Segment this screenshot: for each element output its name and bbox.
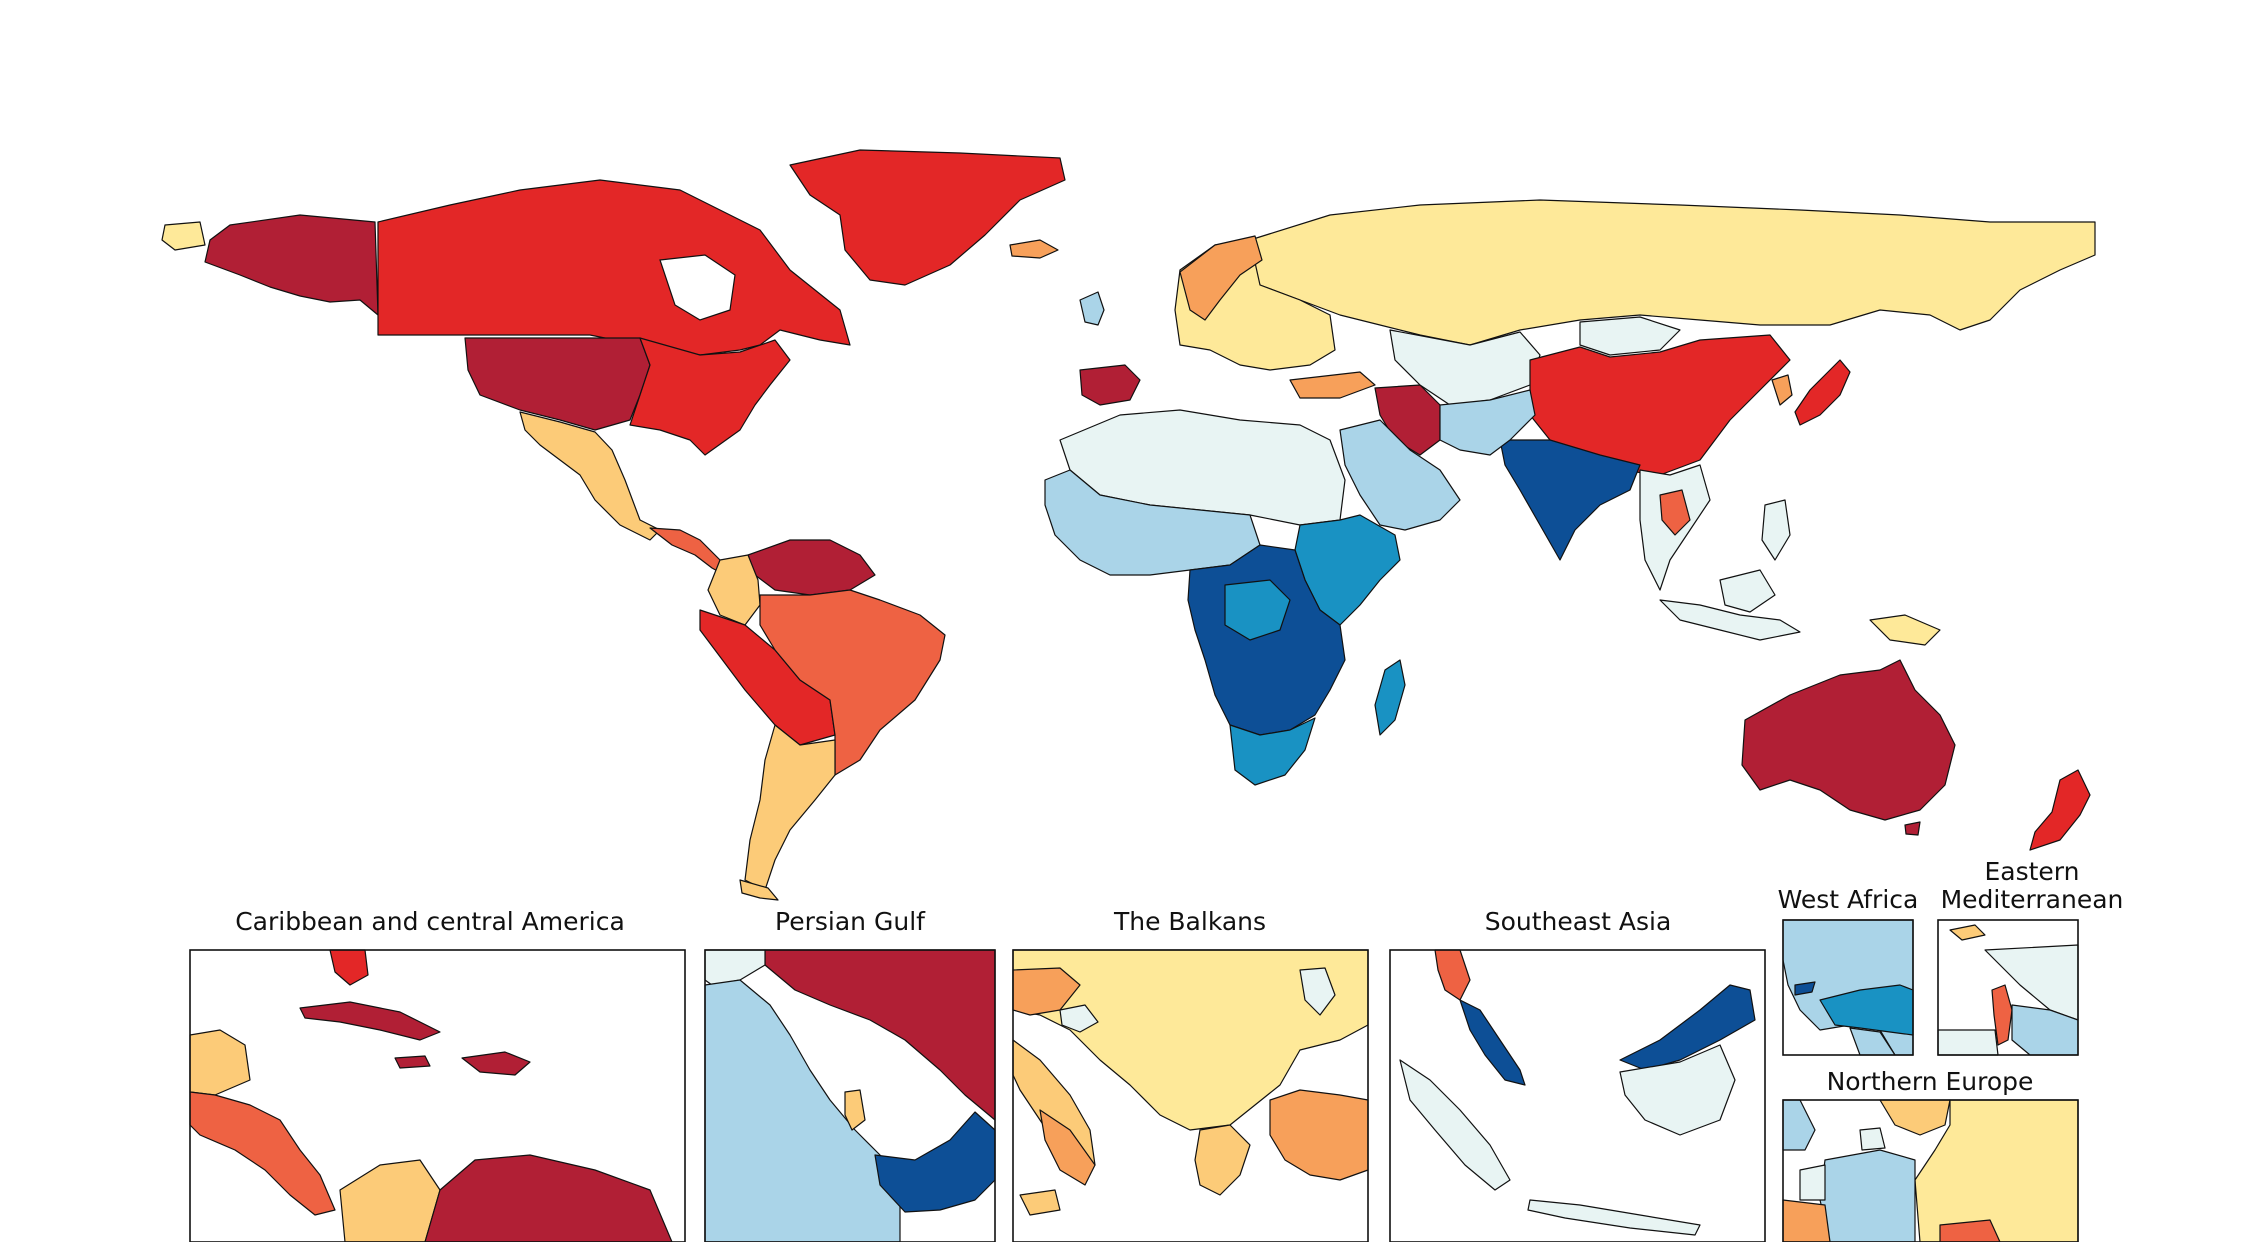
region-borneo — [1719, 569, 1776, 613]
region-india — [1499, 439, 1641, 561]
inset-persian-gulf: Persian Gulf — [704, 907, 996, 1242]
inset-southeast-asia: Southeast Asia — [1389, 907, 1766, 1242]
region-korea — [1771, 374, 1793, 406]
inset-balkans-slovenia — [1059, 1004, 1099, 1033]
inset-southeast-asia-label: Southeast Asia — [1485, 907, 1672, 936]
region-philippines — [1761, 499, 1791, 561]
region-japan — [1794, 359, 1851, 426]
inset-caribbean: Caribbean and central America — [189, 907, 686, 1242]
region-brazil — [759, 589, 946, 776]
region-colombia — [707, 554, 761, 626]
region-patagonia — [739, 879, 779, 901]
region-greenland — [789, 149, 1066, 286]
inset-eastern-med-cyprus — [1949, 924, 1986, 941]
region-new-zealand — [2029, 769, 2091, 851]
inset-northern-europe: Northern Europe — [1782, 1067, 2079, 1242]
inset-ne-france — [1782, 1199, 1831, 1242]
main-map — [161, 149, 2096, 901]
inset-balkans-moldova — [1299, 967, 1336, 1016]
region-tasmania — [1904, 821, 1921, 836]
inset-balkans-greece — [1194, 1124, 1251, 1196]
inset-balkans-mainland — [1012, 949, 1369, 1131]
region-iceland — [1009, 239, 1059, 259]
inset-eastern-med-label-line2: Mediterranean — [1941, 885, 2124, 914]
inset-northern-europe-label: Northern Europe — [1827, 1067, 2034, 1096]
region-central-asia — [1389, 329, 1541, 406]
region-iran — [1374, 384, 1441, 456]
inset-sea-malaysia-peninsula — [1459, 999, 1526, 1086]
region-central-africa — [1224, 579, 1291, 641]
inset-eastern-med-frame — [1937, 919, 2079, 1056]
inset-sea-sumatra — [1399, 1059, 1511, 1191]
inset-caribbean-jamaica — [394, 1055, 431, 1069]
inset-southeast-asia-frame — [1389, 949, 1766, 1242]
water-hudson-bay — [659, 254, 736, 321]
inset-balkans-frame — [1012, 949, 1369, 1242]
inset-persian-gulf-qatar — [844, 1089, 866, 1131]
inset-caribbean-central-america — [189, 1091, 336, 1216]
inset-balkans-sicily — [1019, 1189, 1061, 1216]
inset-eastern-med-israel — [1991, 984, 2013, 1046]
region-peru-bolivia — [699, 609, 836, 746]
region-iberia — [1079, 364, 1141, 406]
inset-balkans: The Balkans — [1012, 907, 1369, 1242]
region-thailand — [1659, 489, 1691, 536]
region-united-states-east — [629, 337, 791, 456]
region-united-kingdom — [1079, 291, 1105, 326]
region-mongolia — [1579, 316, 1681, 356]
inset-balkans-turkey — [1269, 1089, 1369, 1181]
inset-ne-germany — [1819, 1149, 1916, 1242]
inset-ne-southeast — [1939, 1219, 2001, 1242]
inset-caribbean-cuba — [299, 1001, 441, 1041]
region-venezuela — [747, 539, 876, 596]
region-scandinavia — [1179, 235, 1263, 321]
inset-eastern-med-label-line1: Eastern — [1984, 857, 2079, 886]
region-australia — [1741, 659, 1956, 821]
inset-ne-denmark — [1859, 1127, 1886, 1151]
region-turkey — [1289, 371, 1376, 399]
inset-west-africa-label: West Africa — [1778, 885, 1919, 914]
inset-balkans-italy-south — [1039, 1109, 1096, 1186]
inset-balkans-label: The Balkans — [1113, 907, 1266, 936]
region-south-africa — [1229, 717, 1316, 786]
inset-sea-borneo-indonesia — [1619, 1044, 1736, 1136]
inset-eastern-med-egypt — [1937, 1029, 1999, 1056]
inset-caribbean-venezuela — [424, 1154, 673, 1242]
inset-sea-java — [1527, 1199, 1701, 1236]
inset-west-africa: West Africa — [1778, 885, 1919, 1056]
region-indonesia — [1659, 599, 1801, 641]
region-papua-new-guinea — [1869, 614, 1941, 646]
region-chile-argentina — [744, 724, 836, 891]
inset-northern-europe-frame — [1782, 1099, 2079, 1242]
inset-west-africa-frame — [1782, 919, 1914, 1056]
inset-eastern-med: Eastern Mediterranean — [1937, 857, 2124, 1056]
region-canada — [377, 179, 851, 356]
inset-caribbean-hispaniola — [461, 1051, 531, 1076]
inset-persian-gulf-frame — [704, 949, 996, 1242]
inset-caribbean-label: Caribbean and central America — [235, 907, 625, 936]
region-madagascar — [1374, 659, 1406, 736]
inset-ne-netherlands — [1799, 1164, 1826, 1201]
region-russia — [1247, 199, 2096, 346]
region-chukotka — [161, 221, 206, 251]
inset-caribbean-frame — [189, 949, 686, 1242]
region-pakistan-afghanistan — [1439, 389, 1536, 456]
region-arabian-peninsula — [1339, 419, 1461, 531]
inset-west-africa-coast — [1794, 981, 1816, 996]
region-alaska — [204, 214, 379, 316]
inset-persian-gulf-saudi — [704, 979, 901, 1242]
inset-persian-gulf-label: Persian Gulf — [775, 907, 926, 936]
region-mexico — [519, 411, 661, 541]
